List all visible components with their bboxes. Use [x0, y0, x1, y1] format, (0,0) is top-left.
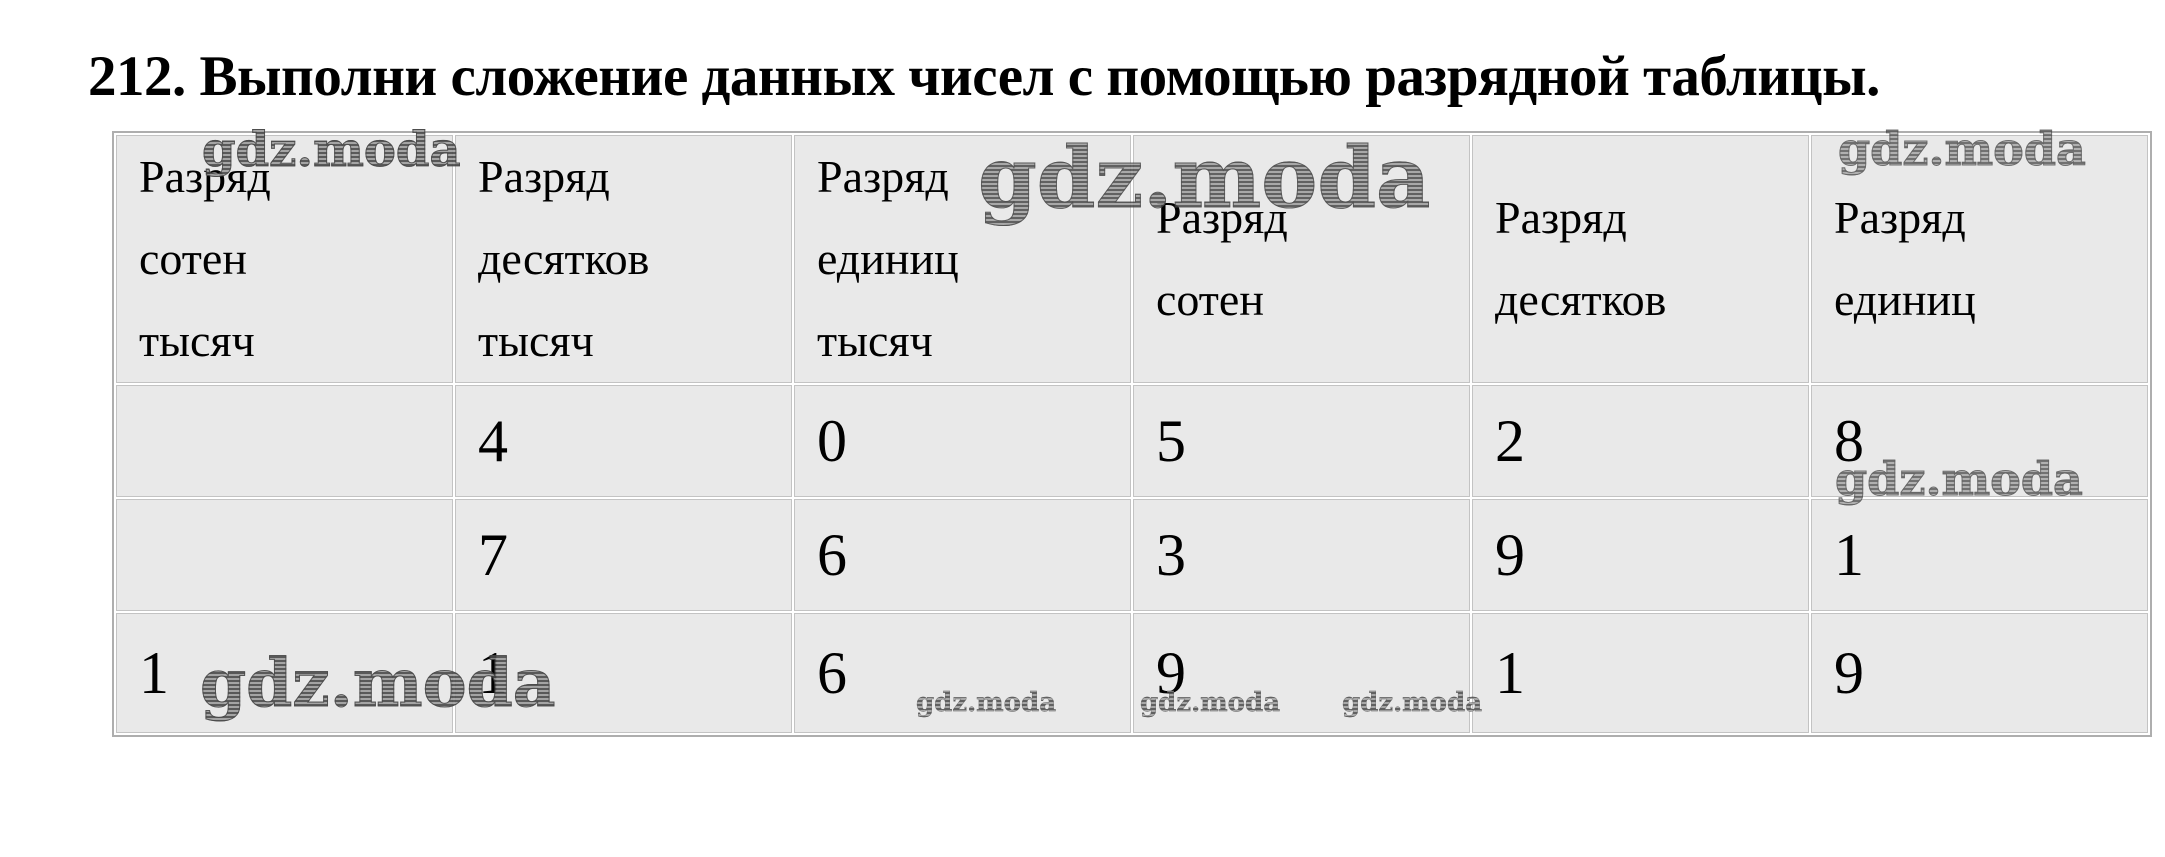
table-cell: 3: [1133, 499, 1470, 611]
column-header-tens: Разряд десятков: [1472, 135, 1809, 383]
table-cell: 0: [794, 385, 1131, 497]
table-cell: 1: [1472, 613, 1809, 733]
table-cell: 9: [1811, 613, 2148, 733]
table-cell: 6: [794, 499, 1131, 611]
table-cell: 6: [794, 613, 1131, 733]
column-header-units: Разряд единиц: [1811, 135, 2148, 383]
table-cell: 2: [1472, 385, 1809, 497]
header-row: Разряд сотен тысяч Разряд десятков тысяч…: [116, 135, 2148, 383]
table-cell: [116, 385, 453, 497]
column-header-thousands: Разряд единиц тысяч: [794, 135, 1131, 383]
sum-row: 1 1 6 9 1 9: [116, 613, 2148, 733]
place-value-table: Разряд сотен тысяч Разряд десятков тысяч…: [112, 131, 2152, 737]
table-cell: 1: [455, 613, 792, 733]
column-header-ten-thousands: Разряд десятков тысяч: [455, 135, 792, 383]
table-cell: 9: [1133, 613, 1470, 733]
table-cell: 9: [1472, 499, 1809, 611]
addend-2-row: 7 6 3 9 1: [116, 499, 2148, 611]
table-cell: 1: [116, 613, 453, 733]
table-cell: 5: [1133, 385, 1470, 497]
table-cell: 1: [1811, 499, 2148, 611]
table-cell: 8: [1811, 385, 2148, 497]
table-cell: 7: [455, 499, 792, 611]
column-header-hundred-thousands: Разряд сотен тысяч: [116, 135, 453, 383]
addend-1-row: 4 0 5 2 8: [116, 385, 2148, 497]
table-cell: [116, 499, 453, 611]
table-cell: 4: [455, 385, 792, 497]
exercise-title: 212. Выполни сложение данных чисел с пом…: [88, 45, 1880, 108]
column-header-hundreds: Разряд сотен: [1133, 135, 1470, 383]
